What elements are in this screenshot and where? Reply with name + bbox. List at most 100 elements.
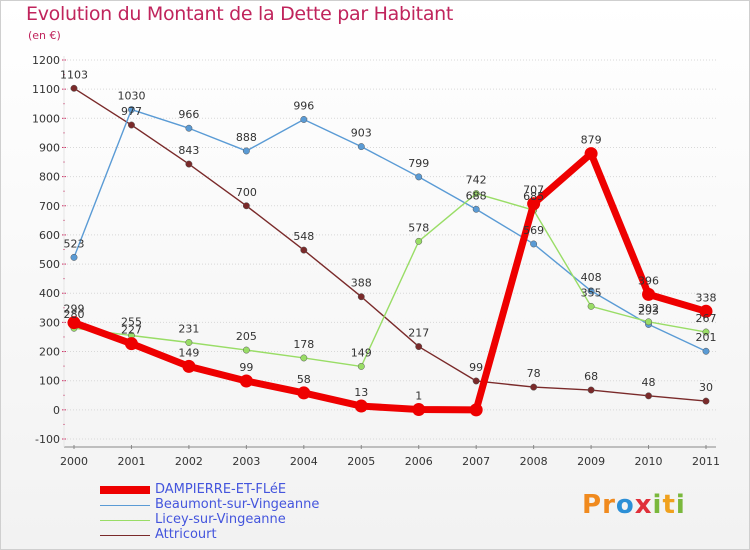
data-label: 685: [523, 190, 544, 203]
data-point: [357, 362, 365, 370]
series-line-1: [73, 108, 707, 352]
data-label: 58: [297, 373, 311, 386]
x-tick-label: 2008: [520, 455, 548, 468]
series-line-2: [73, 192, 707, 368]
series-line-3: [73, 87, 707, 402]
data-label: 523: [64, 237, 85, 250]
data-label: 149: [351, 346, 372, 359]
data-point: [415, 237, 423, 245]
data-point: [415, 173, 423, 181]
data-label: 903: [351, 127, 372, 140]
data-point: [242, 202, 250, 210]
x-tick-label: 2004: [290, 455, 318, 468]
y-tick-label: 300: [39, 316, 60, 329]
x-tick-label: 2011: [692, 455, 720, 468]
data-label: 205: [236, 330, 257, 343]
data-label: 879: [581, 134, 602, 147]
x-tick-label: 2007: [462, 455, 490, 468]
data-point: [354, 399, 368, 413]
data-label: 30: [699, 381, 713, 394]
y-tick-label: 900: [39, 141, 60, 154]
data-label: 707: [523, 184, 544, 197]
data-label: 201: [696, 331, 717, 344]
data-point: [300, 354, 308, 362]
data-point: [297, 386, 311, 400]
data-point: [702, 397, 710, 405]
data-label: 338: [696, 291, 717, 304]
data-point: [185, 339, 193, 346]
data-label: 408: [581, 271, 602, 284]
data-point: [185, 160, 193, 168]
data-point: [645, 318, 652, 326]
data-point: [702, 328, 710, 336]
x-tick-label: 2002: [175, 455, 203, 468]
x-tick-label: 2003: [232, 455, 260, 468]
data-label: 299: [64, 303, 85, 316]
data-point: [357, 143, 365, 151]
data-point: [128, 121, 135, 129]
data-point: [587, 386, 595, 394]
x-tick-label: 2010: [635, 455, 663, 468]
legend-label-licey: Licey-sur-Vingeanne: [155, 512, 286, 527]
data-point: [70, 84, 78, 92]
y-tick-label: 500: [39, 258, 60, 271]
data-label: 355: [581, 286, 602, 299]
x-tick-label: 2006: [405, 455, 433, 468]
data-label: 227: [121, 324, 142, 337]
data-label: 548: [293, 230, 314, 243]
data-label: 99: [239, 361, 253, 374]
data-point: [699, 304, 713, 318]
data-point: [527, 197, 541, 211]
data-label: 302: [638, 302, 659, 315]
x-tick-label: 2001: [117, 455, 145, 468]
data-label: 388: [351, 277, 372, 290]
legend-swatch-beaumont: [100, 505, 150, 506]
data-label: 13: [354, 386, 368, 399]
legend-label-attricourt: Attricourt: [155, 527, 217, 542]
series-line-0: [70, 150, 710, 414]
data-label: 99: [469, 361, 483, 374]
chart-subtitle: (en €): [28, 29, 61, 42]
data-point: [300, 246, 308, 254]
x-tick-label: 2005: [347, 455, 375, 468]
data-point: [185, 124, 193, 132]
data-point: [67, 316, 81, 330]
data-point: [128, 106, 135, 114]
data-point: [702, 347, 710, 355]
y-tick-label: 1000: [32, 112, 60, 125]
x-tick-label: 2000: [60, 455, 88, 468]
y-tick-label: 1200: [32, 54, 60, 67]
data-label: 688: [466, 189, 487, 202]
data-point: [182, 359, 196, 373]
data-label: 178: [293, 338, 314, 351]
legend-swatch-licey: [100, 520, 150, 521]
data-label: 1103: [60, 68, 88, 81]
legend-label-dampierre: DAMPIERRE-ET-FLéE: [155, 482, 287, 497]
data-label: 742: [466, 174, 487, 187]
data-label: 578: [408, 221, 429, 234]
data-label: 569: [523, 224, 544, 237]
data-point: [300, 116, 308, 123]
data-point: [642, 287, 656, 301]
legend-item: Attricourt: [100, 527, 400, 543]
data-point: [530, 240, 538, 248]
data-point: [357, 293, 365, 301]
data-label: 48: [642, 376, 656, 389]
data-label: 280: [64, 308, 85, 321]
data-label: 700: [236, 186, 257, 199]
data-label: 977: [121, 105, 142, 118]
data-label: 888: [236, 131, 257, 144]
data-point: [239, 374, 253, 388]
legend-item: Licey-sur-Vingeanne: [100, 512, 400, 528]
data-point: [412, 403, 426, 417]
data-label: 1: [415, 390, 422, 403]
legend-swatch-attricourt: [100, 535, 150, 536]
y-tick-label: 400: [39, 287, 60, 300]
y-tick-label: 200: [39, 346, 60, 359]
legend-label-beaumont: Beaumont-sur-Vingeanne: [155, 497, 320, 512]
data-label: 255: [121, 316, 142, 329]
proxiti-logo: Proxiti: [582, 490, 686, 520]
chart-title: Evolution du Montant de la Dette par Hab…: [26, 3, 454, 25]
